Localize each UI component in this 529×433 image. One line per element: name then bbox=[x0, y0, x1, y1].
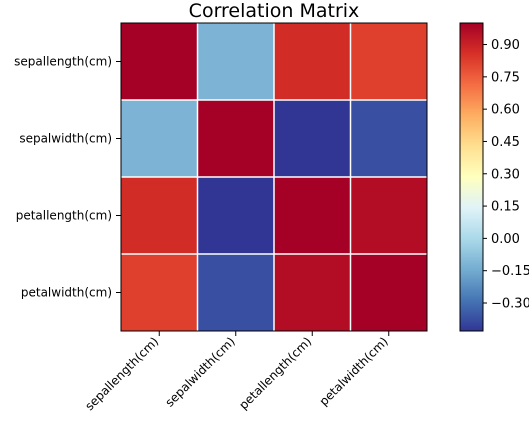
heatmap-cell bbox=[197, 100, 274, 177]
chart-title: Correlation Matrix bbox=[189, 0, 360, 22]
heatmap-frame bbox=[120, 22, 428, 332]
column-tick-label: sepallength(cm) bbox=[82, 334, 161, 413]
column-tick-labels: sepallength(cm) sepalwidth(cm)petallength… bbox=[82, 331, 391, 413]
colorbar-tick-label: −0.30 bbox=[491, 297, 529, 312]
heatmap-cell bbox=[197, 23, 274, 100]
heatmap-cell bbox=[121, 254, 198, 331]
heatmap-cells bbox=[121, 23, 427, 331]
column-tick-label: petalwidth(cm) bbox=[317, 334, 391, 408]
heatmap-cell bbox=[350, 177, 427, 254]
heatmap-cell bbox=[274, 100, 351, 177]
heatmap-cell bbox=[197, 254, 274, 331]
row-tick-label: petallength(cm) bbox=[16, 209, 112, 223]
heatmap-gridlines bbox=[121, 23, 427, 331]
colorbar-tick-label: 0.30 bbox=[491, 167, 520, 182]
column-tick-label: sepalwidth(cm) bbox=[162, 334, 237, 409]
heatmap-cell bbox=[197, 177, 274, 254]
heatmap-cell bbox=[121, 23, 198, 100]
row-tick-label: petalwidth(cm) bbox=[21, 286, 112, 300]
colorbar-tick-label: 0.00 bbox=[491, 232, 520, 247]
colorbar-tick-label: −0.15 bbox=[491, 264, 529, 279]
row-tick-label: sepallength(cm) bbox=[14, 55, 112, 69]
colorbar-ticks: 0.90 0.75 0.60 0.45 0.30 0.15 0.00 −0.15 −0.30 bbox=[483, 38, 529, 312]
heatmap-cell bbox=[121, 177, 198, 254]
colorbar-tick-label: 0.15 bbox=[491, 200, 520, 215]
heatmap-cell bbox=[274, 23, 351, 100]
colorbar-tick-label: 0.75 bbox=[491, 70, 520, 85]
colorbar bbox=[459, 22, 484, 332]
heatmap-cell bbox=[350, 254, 427, 331]
colorbar-tick-label: 0.60 bbox=[491, 103, 520, 118]
heatmap-cell bbox=[274, 177, 351, 254]
colorbar-tick-label: 0.45 bbox=[491, 135, 520, 150]
row-tick-labels: sepallength(cm) sepalwidth(cm) petallength… bbox=[14, 55, 121, 300]
heatmap-cell bbox=[350, 100, 427, 177]
column-tick-label: petallength(cm) bbox=[236, 334, 314, 412]
heatmap-cell bbox=[121, 100, 198, 177]
heatmap-cell bbox=[274, 254, 351, 331]
heatmap-cell bbox=[350, 23, 427, 100]
row-tick-label: sepalwidth(cm) bbox=[19, 132, 112, 146]
colorbar-tick-label: 0.90 bbox=[491, 38, 520, 53]
